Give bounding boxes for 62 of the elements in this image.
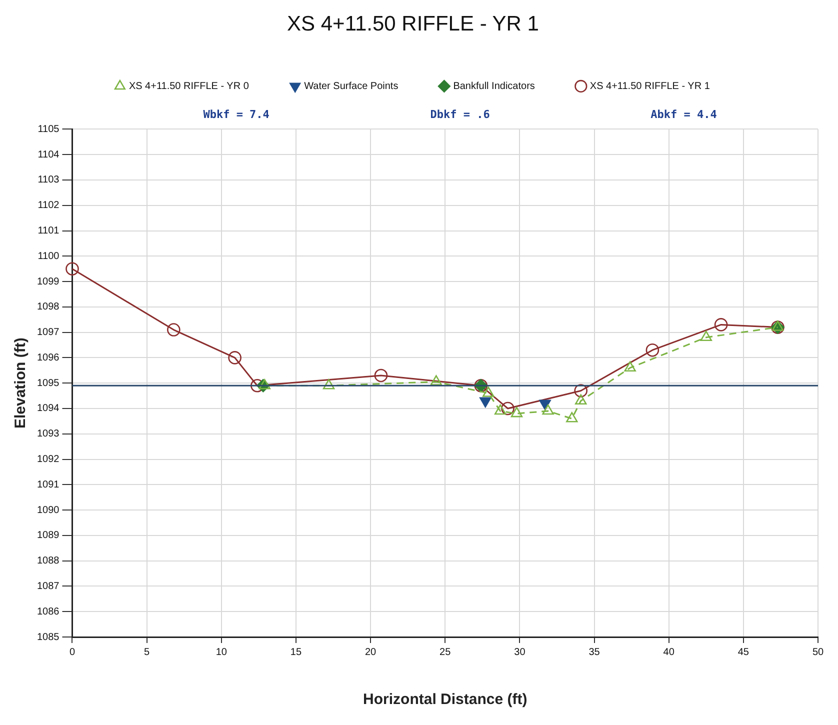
x-tick-label: 20 <box>364 646 377 658</box>
text: Dbkf = .6 <box>430 108 490 122</box>
point <box>322 378 335 390</box>
point <box>501 402 514 416</box>
y-axis-title: Elevation (ft) <box>12 338 30 429</box>
y-tick-label: 1089 <box>36 530 60 542</box>
text: Wbkf = 7.4 <box>203 108 270 122</box>
x-tick-label: 15 <box>290 646 302 658</box>
x-tick-label: 45 <box>738 646 750 658</box>
x-tick-label: 35 <box>588 646 600 658</box>
point <box>542 404 554 415</box>
point <box>700 330 712 342</box>
y-tick-label: 1088 <box>36 556 60 567</box>
y-tick-label: 1095 <box>36 378 60 389</box>
x-tick-label: 50 <box>812 646 824 658</box>
point <box>482 386 494 397</box>
point <box>228 351 242 364</box>
x-tick-label: 40 <box>663 646 675 658</box>
x-tick-label: 30 <box>514 646 526 658</box>
legend-label: XS 4+11.50 RIFFLE - YR 0 <box>128 80 250 92</box>
point <box>566 412 578 422</box>
y-tick-label: 1099 <box>36 276 60 288</box>
point <box>574 384 588 398</box>
y-tick-label: 1100 <box>38 250 60 262</box>
legend-label: Water Surface Points <box>304 80 398 92</box>
point <box>575 394 587 405</box>
x-axis-title: Horizontal Distance (ft) <box>363 691 528 708</box>
point <box>66 262 79 276</box>
legend-label: XS 4+11.50 RIFFLE - YR 1 <box>590 80 710 92</box>
legend-label: Bankfull Indicators <box>453 80 535 92</box>
point <box>430 375 442 386</box>
point <box>510 406 523 418</box>
point <box>772 320 784 331</box>
point <box>374 368 388 382</box>
y-tick-label: 1090 <box>36 504 60 516</box>
x-tick-label: 5 <box>144 646 150 658</box>
y-tick-label: 1104 <box>38 149 60 160</box>
y-tick-label: 1102 <box>38 200 60 212</box>
point <box>714 318 728 332</box>
point <box>646 343 660 357</box>
y-tick-label: 1093 <box>36 428 60 440</box>
y-tick-label: 1103 <box>38 174 60 186</box>
y-tick-label: 1097 <box>36 327 60 338</box>
x-tick-label: 10 <box>216 646 228 658</box>
y-tick-label: 1096 <box>36 352 60 364</box>
y-tick-label: 1085 <box>36 632 60 643</box>
y-tick-label: 1087 <box>36 580 60 592</box>
y-tick-label: 1086 <box>36 606 60 618</box>
y-tick-label: 1092 <box>36 454 60 466</box>
x-tick-label: 25 <box>440 646 452 658</box>
text: Abkf = 4.4 <box>650 108 718 122</box>
x-tick-label: 0 <box>69 646 76 658</box>
point <box>258 378 270 390</box>
y-tick-label: 1101 <box>38 226 60 237</box>
point <box>494 404 506 415</box>
y-tick-label: 1091 <box>36 479 60 490</box>
y-tick-label: 1094 <box>36 403 60 414</box>
chart-title: XS 4+11.50 RIFFLE - YR 1 <box>287 12 539 36</box>
y-tick-label: 1098 <box>36 302 60 313</box>
point <box>624 361 636 372</box>
y-tick-label: 1105 <box>38 124 60 135</box>
point <box>167 323 180 336</box>
